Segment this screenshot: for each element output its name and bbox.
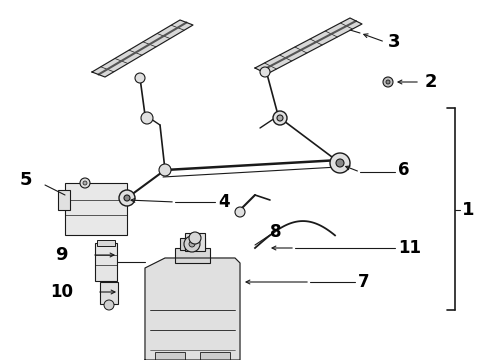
Bar [180, 238, 205, 250]
Circle shape [159, 164, 171, 176]
Circle shape [383, 77, 393, 87]
Bar [97, 240, 115, 246]
Text: 7: 7 [358, 273, 369, 291]
Text: 1: 1 [462, 201, 474, 219]
Bar [175, 248, 210, 263]
Circle shape [330, 153, 350, 173]
Text: 5: 5 [20, 171, 32, 189]
Circle shape [104, 300, 114, 310]
Text: 6: 6 [398, 161, 410, 179]
Circle shape [135, 73, 145, 83]
Text: 10: 10 [50, 283, 73, 301]
Polygon shape [145, 258, 240, 360]
Text: 8: 8 [270, 223, 281, 241]
Circle shape [386, 80, 390, 84]
Circle shape [277, 115, 283, 121]
Bar [185, 233, 205, 251]
Bar [200, 352, 230, 360]
Circle shape [124, 195, 130, 201]
Bar [100, 282, 118, 304]
Circle shape [336, 159, 344, 167]
Bar [95, 243, 117, 281]
Bar [58, 190, 70, 210]
Circle shape [273, 111, 287, 125]
Polygon shape [92, 20, 193, 77]
Circle shape [184, 236, 200, 252]
Text: 11: 11 [398, 239, 421, 257]
Circle shape [189, 232, 201, 244]
Circle shape [235, 207, 245, 217]
Bar [65, 183, 127, 235]
Circle shape [189, 241, 195, 247]
Circle shape [83, 181, 87, 185]
Polygon shape [255, 18, 362, 74]
Circle shape [80, 178, 90, 188]
Text: 3: 3 [388, 33, 400, 51]
Circle shape [119, 190, 135, 206]
Circle shape [260, 67, 270, 77]
Text: 9: 9 [55, 246, 68, 264]
Bar [155, 352, 185, 360]
Text: 2: 2 [425, 73, 438, 91]
Text: 4: 4 [218, 193, 230, 211]
Circle shape [141, 112, 153, 124]
